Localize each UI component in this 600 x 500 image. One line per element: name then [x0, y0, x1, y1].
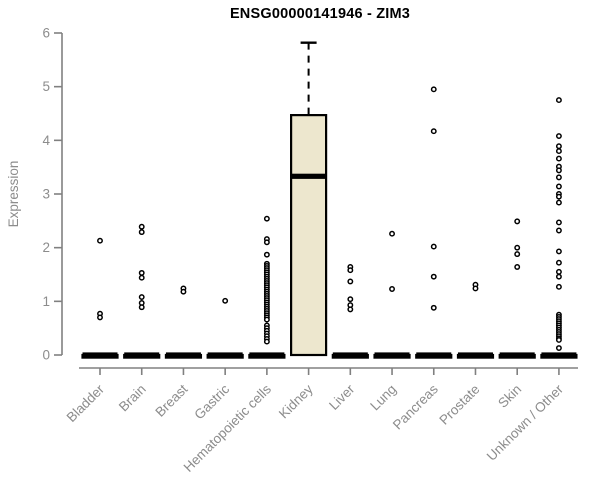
- outlier-point-brain: [138, 223, 145, 230]
- outlier-point-unknown-other: [555, 183, 562, 190]
- x-tick-label-gastric: Gastric: [191, 381, 232, 422]
- outlier-point-unknown-other: [555, 345, 562, 351]
- outlier-point-unknown-other: [555, 227, 562, 234]
- median-line-kidney: [291, 173, 327, 179]
- outlier-point-unknown-other: [555, 259, 562, 266]
- outlier-point-pancreas: [430, 273, 437, 280]
- outlier-point-brain: [138, 229, 145, 236]
- outlier-point-bladder: [97, 237, 103, 244]
- x-tick-label-skin: Skin: [495, 382, 524, 411]
- outlier-point-hematopoietic-cells: [263, 215, 270, 222]
- y-tick-label-0: 0: [42, 348, 50, 363]
- x-tick-label-breast: Breast: [152, 381, 190, 419]
- outlier-point-liver: [347, 278, 354, 285]
- x-tick-label-brain: Brain: [116, 382, 149, 415]
- outlier-point-hematopoietic-cells: [263, 239, 270, 246]
- outlier-point-unknown-other: [555, 273, 562, 280]
- outlier-point-unknown-other: [555, 133, 562, 139]
- x-tick-label-unknown-other: Unknown / Other: [484, 381, 567, 464]
- outlier-point-bladder: [97, 314, 103, 321]
- outlier-point-brain: [138, 269, 145, 276]
- outlier-point-unknown-other: [555, 167, 562, 174]
- box-kidney: [290, 114, 328, 357]
- outlier-point-unknown-other: [555, 248, 562, 255]
- x-tick-label-liver: Liver: [326, 381, 358, 413]
- outlier-point-pancreas: [430, 304, 437, 311]
- y-tick-label-6: 6: [42, 26, 50, 41]
- outlier-point-skin: [514, 244, 521, 251]
- outlier-point-pancreas: [430, 86, 437, 93]
- outlier-point-liver: [347, 267, 354, 274]
- outlier-point-liver: [347, 306, 354, 313]
- chart-title: ENSG00000141946 - ZIM3: [229, 6, 411, 22]
- outlier-point-hematopoietic-cells: [263, 338, 270, 345]
- median-line-bladder: [82, 352, 118, 358]
- outlier-point-skin: [514, 251, 521, 258]
- outlier-point-unknown-other: [555, 155, 562, 162]
- median-line-liver: [332, 352, 368, 358]
- outlier-point-skin: [514, 264, 521, 270]
- outlier-point-unknown-other: [555, 283, 562, 290]
- outlier-point-unknown-other: [555, 193, 562, 200]
- outlier-point-brain: [138, 274, 145, 281]
- outlier-point-unknown-other: [555, 148, 562, 155]
- median-line-pancreas: [416, 352, 452, 358]
- median-line-skin: [499, 352, 535, 358]
- outlier-point-unknown-other: [555, 143, 562, 150]
- median-line-lung: [374, 352, 410, 358]
- outlier-point-hematopoietic-cells: [263, 251, 270, 258]
- outlier-point-unknown-other: [555, 199, 562, 206]
- median-line-hematopoietic-cells: [249, 352, 285, 358]
- median-line-gastric: [207, 352, 243, 358]
- x-tick-label-lung: Lung: [367, 382, 399, 414]
- outlier-point-pancreas: [430, 243, 437, 250]
- outlier-point-unknown-other: [555, 174, 562, 181]
- x-tick-label-bladder: Bladder: [64, 381, 108, 425]
- median-line-breast: [165, 352, 201, 358]
- outlier-point-gastric: [222, 297, 229, 304]
- x-tick-label-prostate: Prostate: [436, 382, 482, 428]
- outlier-point-lung: [389, 286, 395, 292]
- median-line-brain: [124, 352, 160, 358]
- y-tick-label-2: 2: [42, 240, 50, 255]
- outlier-point-liver: [347, 296, 354, 303]
- outlier-point-lung: [389, 230, 395, 237]
- x-tick-label-kidney: Kidney: [276, 381, 316, 421]
- median-line-unknown-other: [541, 352, 577, 358]
- outlier-point-breast: [180, 288, 187, 295]
- x-tick-label-pancreas: Pancreas: [390, 381, 441, 432]
- outlier-point-unknown-other: [555, 219, 562, 226]
- y-tick-label-4: 4: [42, 133, 50, 148]
- outlier-point-brain: [138, 304, 145, 311]
- y-axis-label: Expression: [6, 160, 21, 228]
- y-tick-label-3: 3: [42, 187, 50, 202]
- outlier-point-brain: [138, 294, 145, 300]
- outlier-point-pancreas: [430, 128, 437, 135]
- y-tick-label-1: 1: [42, 294, 50, 309]
- outlier-point-skin: [514, 218, 521, 225]
- outlier-point-unknown-other: [555, 97, 562, 104]
- outlier-point-hematopoietic-cells: [263, 316, 270, 323]
- outlier-point-unknown-other: [555, 268, 562, 275]
- outlier-point-prostate: [472, 285, 479, 292]
- y-tick-label-5: 5: [42, 79, 50, 94]
- outlier-point-unknown-other: [555, 337, 562, 343]
- median-line-prostate: [457, 352, 493, 358]
